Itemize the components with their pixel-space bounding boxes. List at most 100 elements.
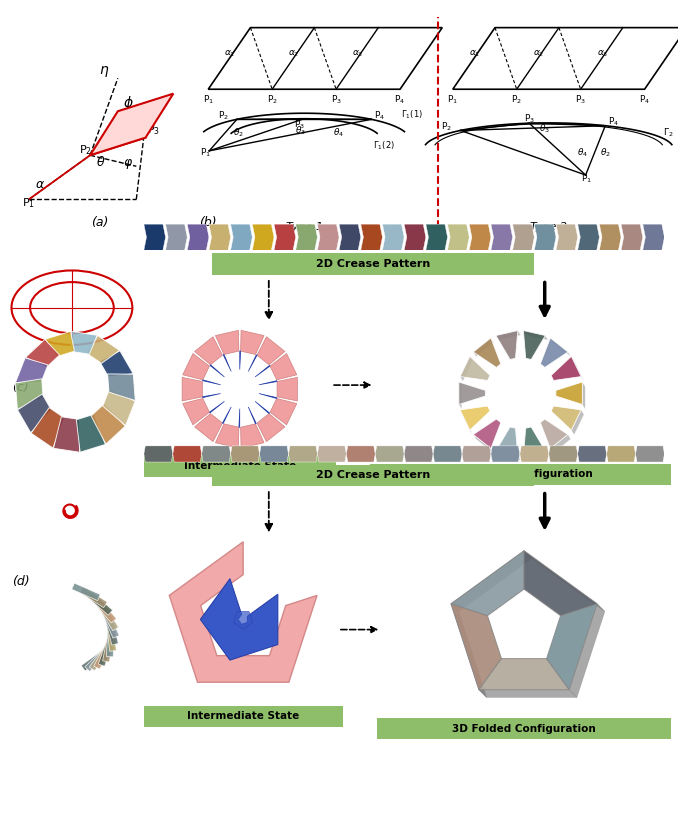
Text: P$_3$: P$_3$	[147, 123, 160, 137]
Polygon shape	[582, 382, 585, 409]
Polygon shape	[599, 224, 621, 250]
Text: $\varphi$: $\varphi$	[123, 157, 134, 171]
Text: $\alpha_2$: $\alpha_2$	[288, 48, 299, 59]
Polygon shape	[223, 355, 232, 372]
Polygon shape	[99, 350, 133, 377]
Polygon shape	[382, 224, 404, 250]
Polygon shape	[94, 641, 113, 669]
Polygon shape	[223, 407, 232, 424]
Polygon shape	[361, 224, 382, 250]
Polygon shape	[90, 94, 173, 155]
FancyBboxPatch shape	[370, 464, 671, 485]
Polygon shape	[496, 427, 518, 456]
Polygon shape	[496, 331, 518, 359]
Polygon shape	[270, 399, 297, 425]
FancyBboxPatch shape	[144, 706, 342, 727]
Polygon shape	[547, 604, 597, 689]
Polygon shape	[169, 542, 317, 682]
Polygon shape	[210, 365, 225, 377]
Polygon shape	[239, 409, 240, 427]
Text: $\theta_3$: $\theta_3$	[295, 124, 306, 137]
Polygon shape	[469, 224, 491, 250]
Polygon shape	[643, 224, 664, 250]
Polygon shape	[255, 402, 269, 413]
Polygon shape	[16, 358, 48, 382]
Polygon shape	[556, 224, 577, 250]
Polygon shape	[473, 338, 501, 368]
Polygon shape	[91, 403, 125, 444]
Polygon shape	[473, 338, 494, 356]
Text: $\alpha_3$: $\alpha_3$	[352, 48, 364, 59]
Polygon shape	[257, 337, 285, 365]
Text: P$_4$: P$_4$	[395, 94, 406, 106]
Polygon shape	[524, 551, 605, 611]
Polygon shape	[404, 446, 433, 462]
Text: $\theta_3$: $\theta_3$	[539, 122, 550, 134]
Polygon shape	[106, 628, 114, 657]
Polygon shape	[82, 649, 108, 671]
Text: $\alpha_3$: $\alpha_3$	[597, 48, 608, 59]
Polygon shape	[195, 413, 223, 442]
Text: P$_1$: P$_1$	[581, 173, 592, 185]
Polygon shape	[31, 408, 64, 448]
Polygon shape	[144, 224, 166, 250]
Polygon shape	[203, 394, 221, 398]
Polygon shape	[569, 604, 605, 698]
Polygon shape	[248, 407, 256, 424]
Polygon shape	[636, 446, 664, 462]
Polygon shape	[240, 424, 264, 448]
FancyBboxPatch shape	[212, 253, 534, 275]
Polygon shape	[607, 446, 636, 462]
Polygon shape	[375, 446, 404, 462]
Polygon shape	[203, 380, 221, 385]
Polygon shape	[551, 356, 581, 381]
Text: P$_4$: P$_4$	[639, 94, 650, 106]
Text: $\theta$: $\theta$	[96, 156, 105, 170]
Polygon shape	[274, 224, 296, 250]
Polygon shape	[259, 381, 277, 385]
Text: $\phi$: $\phi$	[123, 94, 134, 112]
FancyBboxPatch shape	[212, 465, 534, 486]
Text: P$_1$: P$_1$	[203, 94, 214, 106]
Text: Intermediate State: Intermediate State	[187, 711, 299, 721]
Polygon shape	[551, 406, 581, 430]
Polygon shape	[76, 414, 105, 452]
Polygon shape	[556, 382, 582, 404]
Text: P$_1$: P$_1$	[447, 94, 458, 106]
Polygon shape	[187, 224, 209, 250]
Polygon shape	[201, 579, 278, 660]
Polygon shape	[571, 356, 584, 381]
Polygon shape	[108, 374, 136, 400]
Polygon shape	[173, 446, 201, 462]
Polygon shape	[182, 377, 203, 401]
Polygon shape	[45, 332, 75, 357]
Polygon shape	[459, 382, 462, 409]
Polygon shape	[473, 419, 501, 448]
Text: $\alpha_1$: $\alpha_1$	[224, 48, 236, 59]
Polygon shape	[577, 224, 599, 250]
Polygon shape	[103, 633, 114, 662]
Text: $\alpha_1$: $\alpha_1$	[469, 48, 480, 59]
Polygon shape	[166, 224, 187, 250]
Text: P$_2$: P$_2$	[79, 143, 92, 156]
Text: (a): (a)	[90, 216, 108, 229]
Text: $\alpha_2$: $\alpha_2$	[533, 48, 544, 59]
Polygon shape	[248, 355, 257, 372]
Polygon shape	[523, 427, 545, 456]
Polygon shape	[460, 356, 473, 381]
Text: 2D Crease Pattern: 2D Crease Pattern	[316, 470, 430, 480]
Polygon shape	[479, 659, 569, 689]
Polygon shape	[210, 402, 225, 413]
Polygon shape	[201, 446, 231, 462]
Polygon shape	[195, 337, 223, 365]
Text: P$_4$: P$_4$	[608, 116, 619, 128]
Text: P$_4$: P$_4$	[374, 109, 385, 121]
Polygon shape	[540, 419, 568, 448]
Polygon shape	[252, 224, 274, 250]
Text: P$_2$: P$_2$	[218, 109, 229, 121]
Polygon shape	[523, 331, 545, 359]
Polygon shape	[183, 399, 210, 425]
Polygon shape	[571, 410, 584, 434]
Polygon shape	[524, 551, 597, 615]
Polygon shape	[18, 394, 51, 433]
